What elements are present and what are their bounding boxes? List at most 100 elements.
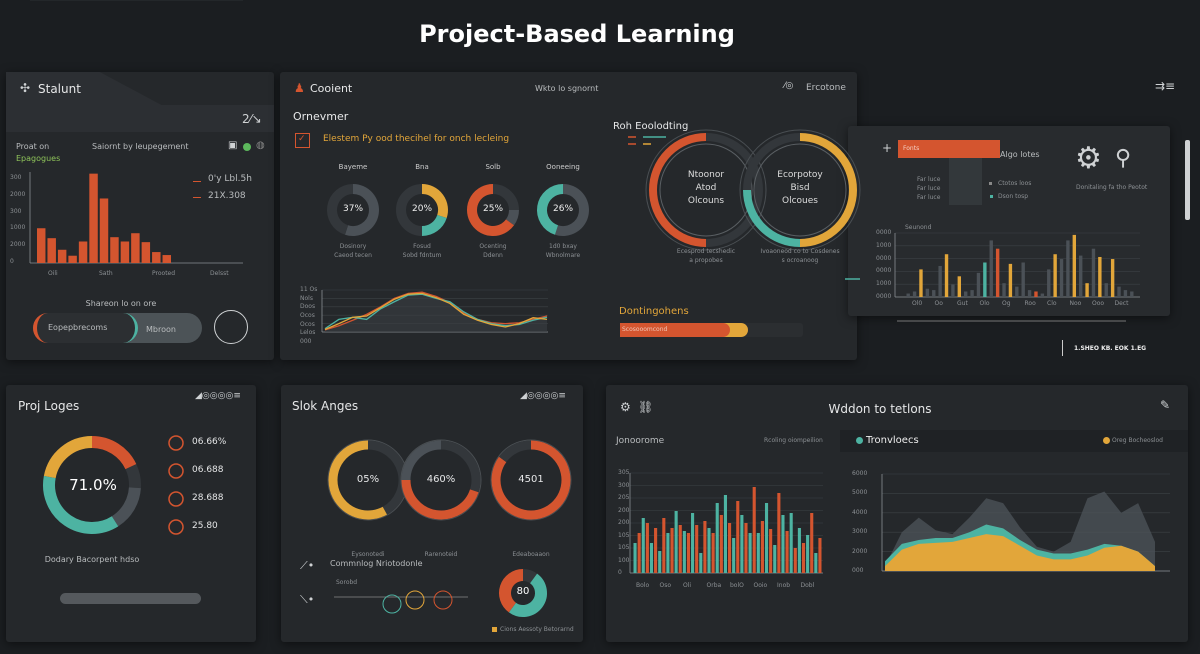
grouped-bar-orange	[769, 529, 773, 573]
toolbar-icons[interactable]: ◢◎◎◎◎≡	[520, 391, 566, 401]
save-icon[interactable]: ▣	[228, 140, 238, 151]
content-donut-segment	[537, 184, 564, 235]
grouped-bar-teal	[641, 518, 645, 573]
notes-bar	[1066, 240, 1070, 297]
x-tick: Dect	[1114, 300, 1129, 307]
toggle-option-active[interactable]	[33, 313, 138, 343]
y-tick: 0	[618, 569, 622, 576]
student-bar	[57, 249, 67, 263]
proj-donut-segment	[43, 436, 93, 479]
student-bar	[68, 255, 77, 263]
grouped-bar-teal	[740, 515, 744, 573]
x-tick: Orba	[706, 582, 722, 589]
proj-title: Proj Loges	[18, 399, 80, 413]
content-header-right[interactable]: Ercotone	[806, 83, 846, 93]
grouped-bar-orange	[752, 487, 756, 573]
toolbar-icons[interactable]: ◢◎◎◎◎≡	[195, 391, 241, 401]
checkbox-label[interactable]: Elestem Py ood thecihel for onch leclein…	[323, 134, 510, 144]
slok-ring-segment	[499, 440, 532, 463]
toggle-option-2[interactable]: Mbroon	[146, 325, 176, 334]
student-bar	[78, 241, 88, 263]
grouped-bar-orange	[785, 531, 789, 573]
y-tick: 2000	[10, 241, 26, 249]
x-tick: Prooted	[152, 270, 176, 277]
notes-bar	[1098, 256, 1102, 297]
grouped-bar-teal	[732, 538, 736, 573]
role-ring-inner	[753, 143, 847, 237]
x-tick: Gut	[957, 300, 968, 307]
network-node	[433, 590, 453, 610]
stat-icon	[168, 435, 184, 451]
checkbox[interactable]: ✓	[295, 133, 310, 148]
proj-donut-segment	[125, 464, 141, 489]
edit-icon[interactable]: ⁄◎	[784, 81, 794, 91]
x-tick: Oili	[48, 270, 58, 277]
y-tick: 0000	[876, 229, 892, 236]
network-node	[405, 590, 425, 610]
grouped-bar-teal	[781, 515, 785, 573]
y-tick: 105	[618, 544, 630, 551]
line-chart-fill	[325, 292, 547, 332]
magnifier-icon[interactable]: ⚲	[1115, 146, 1132, 171]
stat-value: 28.688	[192, 493, 224, 503]
slok-ring-segment	[440, 440, 481, 493]
notes-bar	[1091, 248, 1096, 297]
y-tick: 0	[10, 258, 14, 265]
slok-ring-label: Rarenoteid	[424, 551, 458, 558]
grouped-bar-orange	[695, 525, 699, 573]
status-green-icon[interactable]	[243, 143, 251, 151]
proj-donut-segment	[111, 487, 141, 527]
notes-bar	[938, 265, 942, 297]
donut-caption: Caeod tecen	[334, 252, 372, 259]
role-ring-text: Ntoonor	[687, 170, 725, 180]
pencil-icon[interactable]: ✎	[1160, 398, 1171, 412]
link-icon[interactable]: ⛓	[638, 400, 654, 414]
x-tick: Oli	[683, 582, 692, 589]
grouped-bar-orange	[703, 521, 707, 573]
notes-bar	[995, 248, 1000, 297]
widget-left-title: Jonoorome	[616, 436, 665, 446]
donut-label: Bayeme	[338, 163, 368, 171]
notes-bar	[1047, 269, 1051, 297]
notes-bar	[1002, 283, 1006, 297]
toggle-option-1[interactable]: Eopepbrecoms	[48, 323, 108, 332]
role-ring-text: Atod	[695, 183, 717, 193]
grouped-bar-orange	[637, 533, 641, 573]
scrollbar[interactable]	[1185, 140, 1190, 220]
notes-bar	[944, 254, 949, 297]
notes-bar	[1053, 254, 1057, 297]
student-chart-title: Saiornt by leupegement	[92, 142, 189, 151]
network-icon[interactable]: ⟍•	[300, 593, 315, 606]
grouped-bar-teal	[699, 553, 703, 573]
student-section-title: Shareon lo on ore	[85, 299, 157, 308]
settings-icon[interactable]: ◍	[256, 140, 265, 151]
add-icon[interactable]: +	[882, 141, 893, 155]
notes-bar	[1117, 286, 1121, 297]
proj-scroll-bar[interactable]	[60, 593, 201, 604]
expand-icon[interactable]: 2⁄↘	[242, 112, 262, 126]
divider	[1062, 340, 1063, 356]
notes-footer: 1.SHEO KB. EOK 1.EG	[1074, 345, 1147, 352]
student-title: Stalunt	[38, 82, 81, 96]
x-tick: Delsst	[210, 270, 229, 277]
grouped-bar-orange	[744, 523, 748, 573]
small-donut-segment	[522, 569, 538, 584]
grouped-bar-teal	[797, 528, 801, 573]
x-tick: Olo	[979, 300, 990, 307]
grouped-bar-orange	[645, 523, 649, 573]
grouped-bar-orange	[654, 528, 658, 573]
notes-bar	[1104, 283, 1108, 297]
target-icon[interactable]	[214, 310, 248, 344]
donut-caption: Ddenn	[483, 252, 503, 259]
share-icon[interactable]: ⟋•	[300, 559, 315, 572]
y-tick: Ocos	[300, 312, 315, 319]
gear-icon[interactable]: ⚙	[1075, 141, 1102, 176]
y-tick: 1000	[876, 280, 892, 288]
filter-sub[interactable]: Epagogues	[16, 154, 61, 163]
notes-bar	[1027, 290, 1032, 297]
settings-gear-icon[interactable]: ⚙	[620, 400, 631, 414]
grouped-bar-orange	[810, 513, 814, 573]
notes-bar	[951, 284, 955, 297]
stat-value: 25.80	[192, 521, 218, 531]
menu-icon[interactable]: ⇉≡	[1155, 79, 1176, 93]
